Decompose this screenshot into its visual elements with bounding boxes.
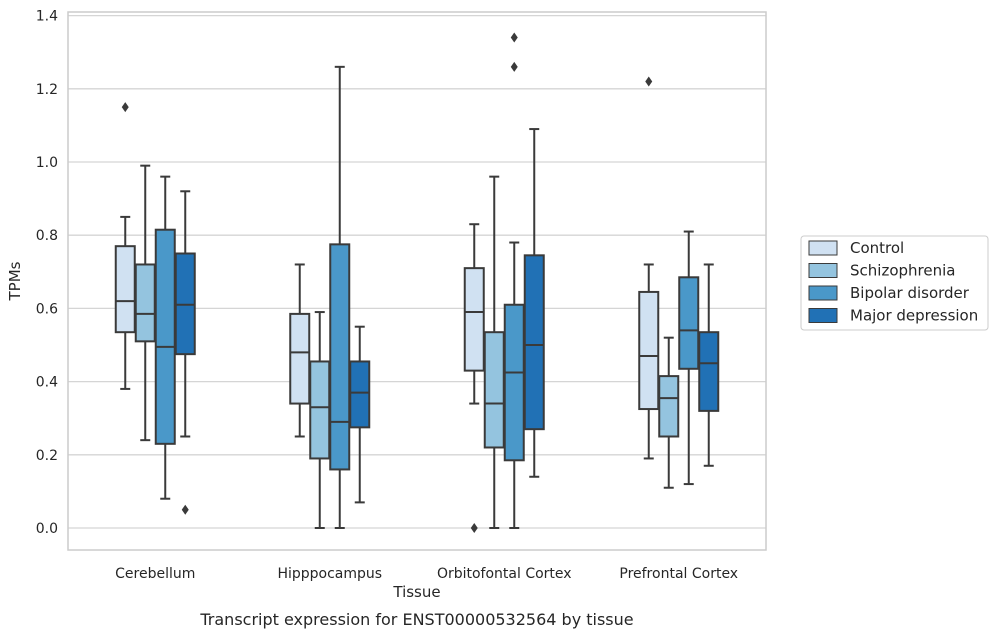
- y-tick-label: 0.0: [36, 521, 58, 537]
- box-bipolar-disorder: [678, 230, 700, 486]
- box-major-depression: [523, 128, 545, 478]
- box-body: [483, 331, 505, 449]
- box-body: [154, 228, 176, 445]
- x-tick-label: Cerebellum: [115, 566, 195, 582]
- box-major-depression: [349, 325, 371, 504]
- legend-swatch: [808, 285, 838, 301]
- box-schizophrenia: [483, 175, 505, 529]
- box-bipolar-disorder: [329, 65, 351, 529]
- box-body: [309, 360, 331, 460]
- plot-frame: [67, 11, 767, 551]
- legend-label: Schizophrenia: [850, 262, 955, 280]
- outlier-point: [645, 76, 653, 87]
- box-major-depression: [174, 190, 196, 515]
- box-body: [349, 360, 371, 429]
- y-tick-label: 0.8: [36, 228, 58, 244]
- box-schizophrenia: [134, 164, 156, 442]
- box-body: [503, 303, 525, 462]
- outlier-point: [181, 504, 189, 515]
- legend-label: Control: [850, 239, 904, 257]
- outlier-point: [121, 102, 129, 113]
- x-tick-label: Orbitofontal Cortex: [437, 566, 572, 582]
- box-body: [678, 276, 700, 370]
- box-body: [114, 245, 136, 334]
- y-axis-title: TPMs: [6, 261, 24, 301]
- outlier-point: [510, 32, 518, 43]
- y-tick-label: 0.4: [36, 375, 58, 391]
- box-control: [289, 263, 311, 438]
- x-axis-title: Tissue: [392, 583, 440, 601]
- box-body: [463, 267, 485, 372]
- y-tick-label: 1.0: [36, 155, 58, 171]
- y-tick-label: 1.2: [36, 82, 58, 98]
- box-control: [463, 223, 485, 533]
- legend-swatch: [808, 263, 838, 278]
- box-body: [638, 290, 660, 411]
- legend: Control Schizophrenia Bipolar disorder Majo…: [800, 235, 989, 331]
- y-tick-label: 0.2: [36, 448, 58, 464]
- box-body: [134, 263, 156, 343]
- x-tick-label: Hipppocampus: [277, 566, 382, 582]
- y-axis-ticks: 0.0 0.2 0.4 0.6 0.8 1.0 1.2 1.4: [36, 9, 58, 537]
- x-tick-label: Prefrontal Cortex: [619, 566, 738, 582]
- box-body: [523, 254, 545, 431]
- legend-swatch: [808, 308, 838, 323]
- box-body: [698, 331, 720, 412]
- box-control: [114, 102, 136, 390]
- legend-frame: [800, 235, 989, 331]
- box-major-depression: [698, 263, 720, 467]
- outlier-point: [510, 61, 518, 72]
- chart-caption: Transcript expression for ENST0000053256…: [199, 610, 633, 629]
- box-body: [658, 375, 680, 438]
- x-axis-ticks: Cerebellum Hipppocampus Orbitofontal Corte…: [115, 566, 738, 582]
- legend-swatch: [808, 240, 838, 256]
- box-schizophrenia: [658, 336, 680, 489]
- y-tick-label: 0.6: [36, 301, 58, 317]
- box-control: [638, 76, 660, 460]
- y-tick-label: 1.4: [36, 9, 58, 25]
- legend-label: Bipolar disorder: [850, 284, 970, 302]
- box-body: [289, 312, 311, 405]
- outlier-point: [470, 523, 478, 533]
- legend-label: Major depression: [850, 307, 978, 325]
- boxes: [114, 32, 720, 533]
- box-body: [329, 243, 351, 471]
